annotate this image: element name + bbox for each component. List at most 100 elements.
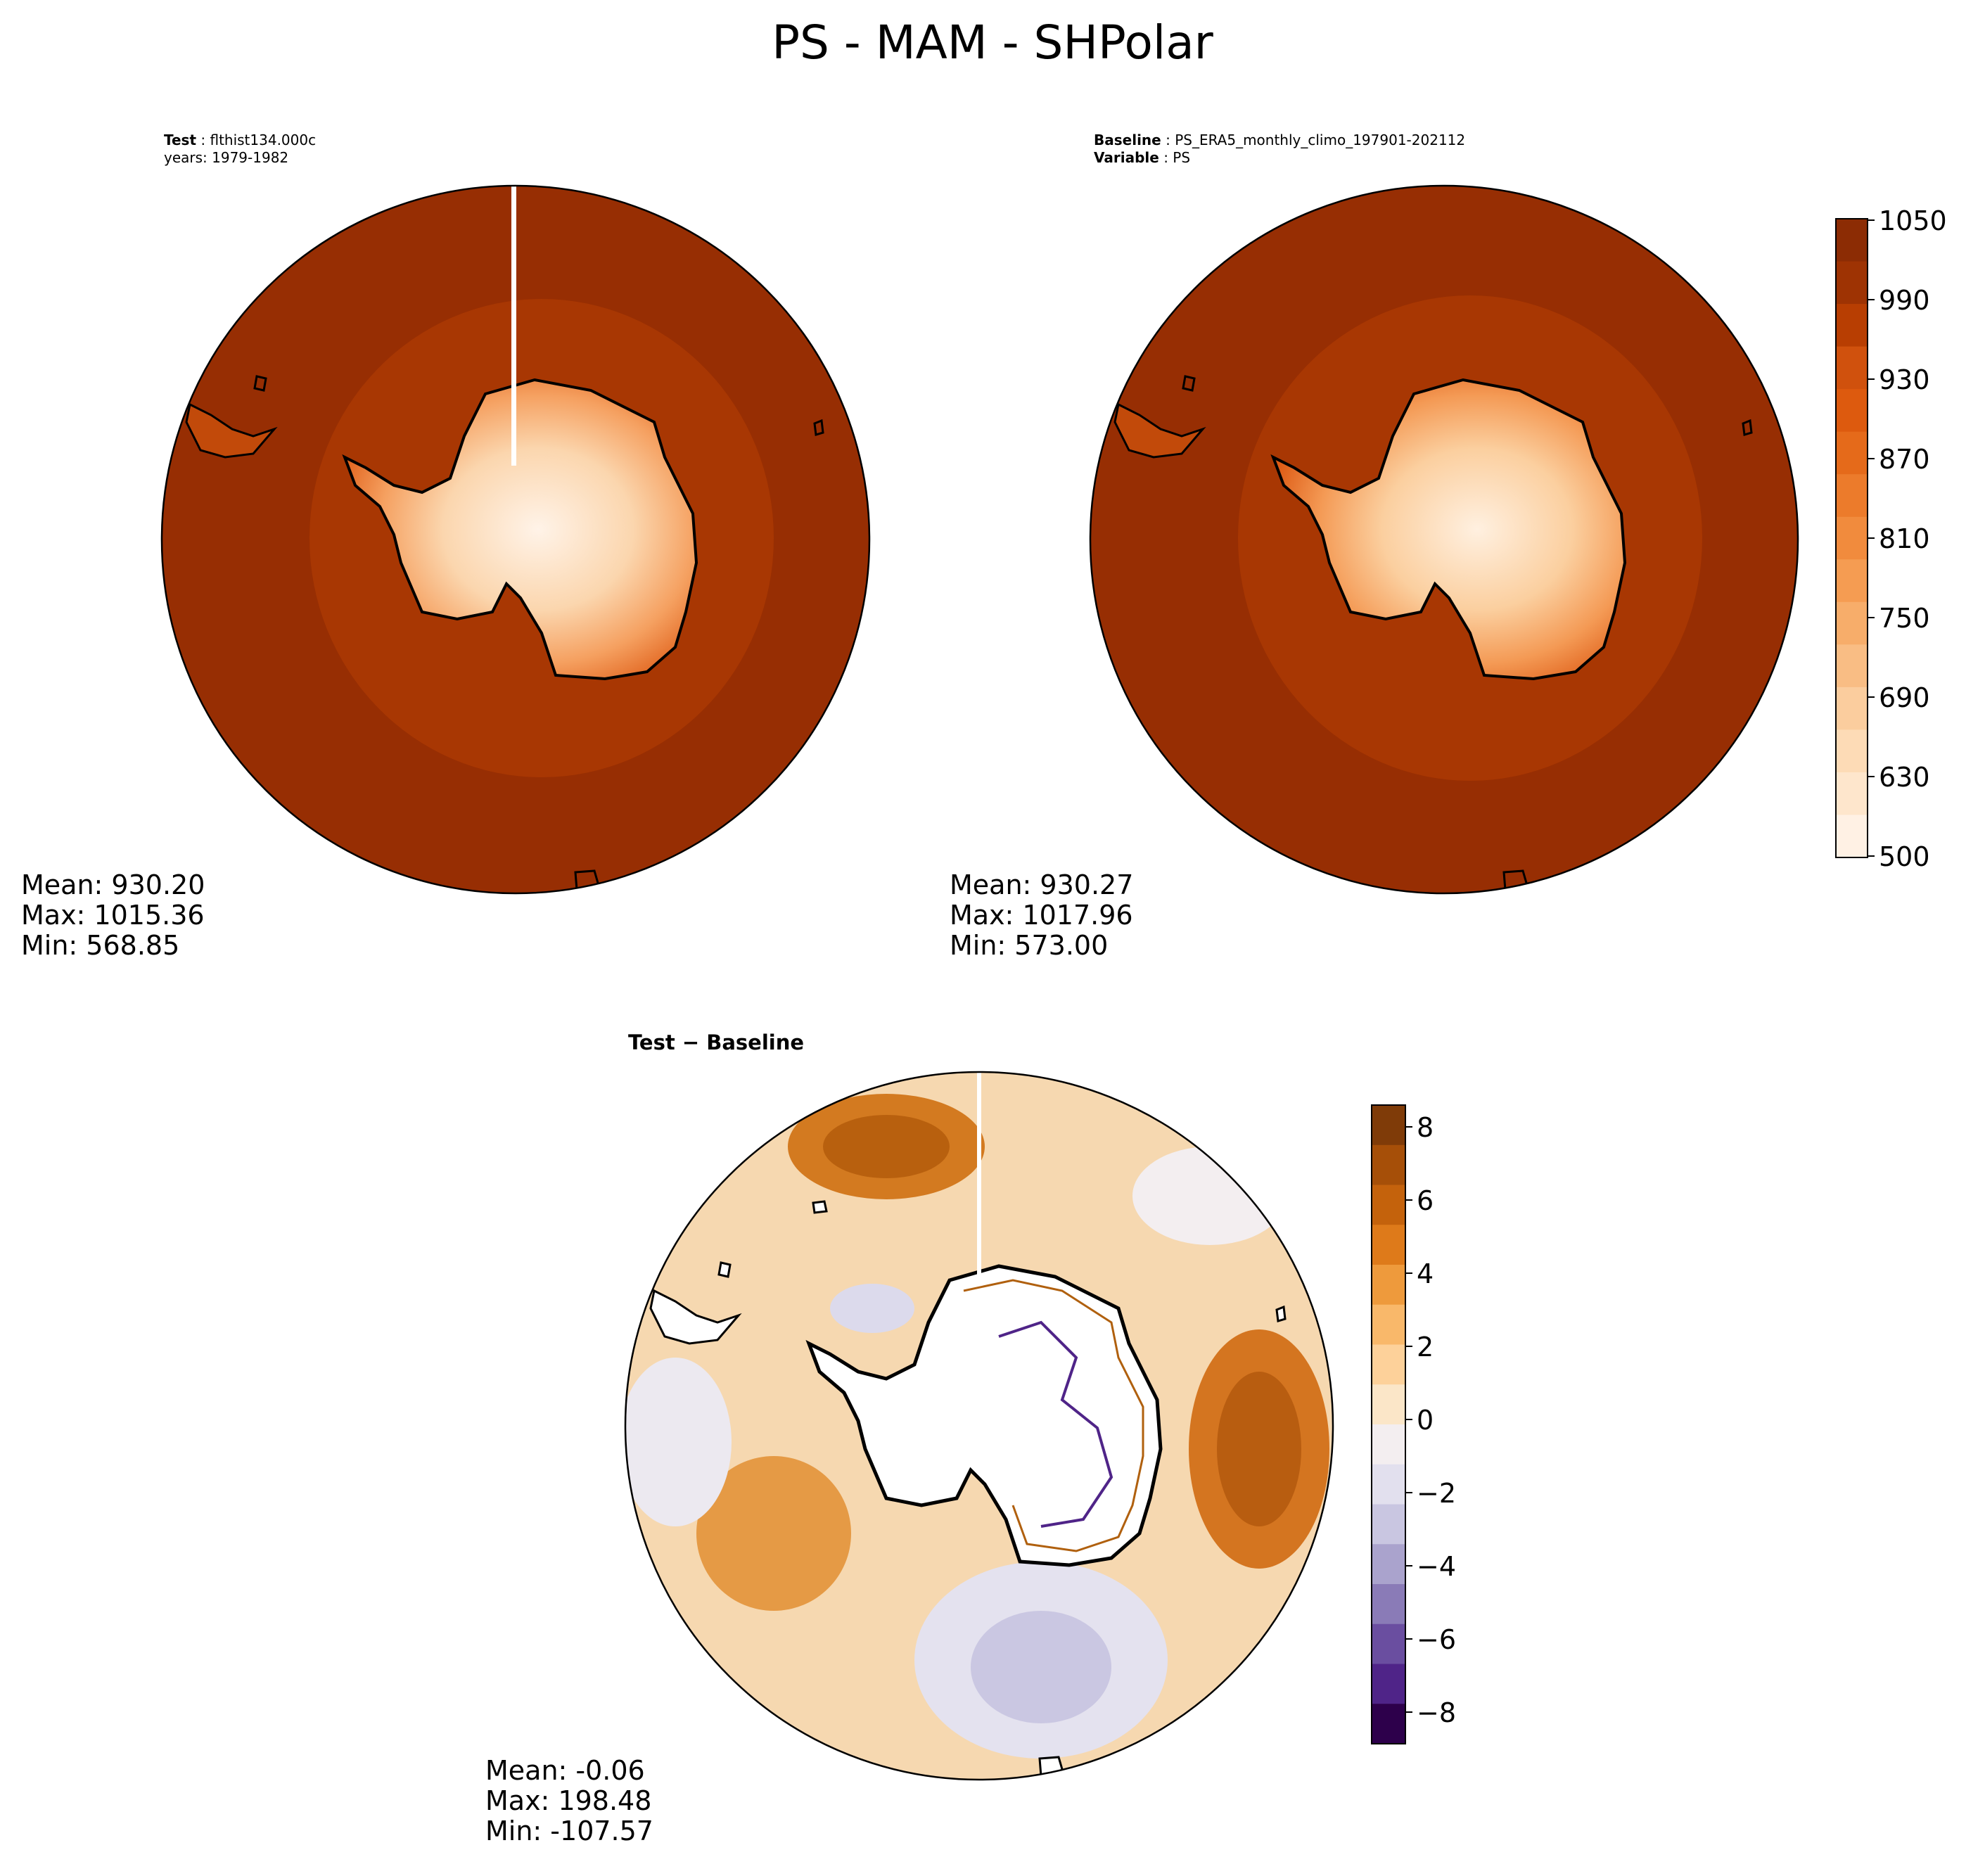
colorbar-segment xyxy=(1836,601,1868,645)
test-case-line: Test : flthist134.000c xyxy=(164,132,317,148)
test-max: Max: 1015.36 xyxy=(21,900,205,931)
colorbar-segment xyxy=(1372,1344,1405,1385)
colorbar-tick-label: 4 xyxy=(1417,1258,1434,1289)
colorbar-tick-label: −8 xyxy=(1417,1697,1456,1728)
diff-anomaly-west xyxy=(696,1456,851,1611)
colorbar-segment xyxy=(1836,815,1868,858)
colorbar-segment xyxy=(1836,516,1868,560)
colorbar-tick-label: −2 xyxy=(1417,1478,1456,1509)
colorbar-tick-label: 630 xyxy=(1879,762,1930,793)
diff-colorbar-fill xyxy=(1372,1105,1405,1744)
baseline-falklands xyxy=(1182,375,1196,392)
diff-colorbar-ticks: 8 6 4 2 0 −2 −4 −6 −8 xyxy=(1405,1112,1456,1728)
test-antarctica-coast xyxy=(342,378,698,681)
baseline-stats: Mean: 930.27 Max: 1017.96 Min: 573.00 xyxy=(950,870,1133,961)
colorbar-segment xyxy=(1372,1144,1405,1186)
diff-falklands xyxy=(717,1261,732,1278)
test-min: Min: 568.85 xyxy=(21,930,180,961)
colorbar-tick-label: 2 xyxy=(1417,1332,1434,1363)
baseline-map-frame xyxy=(1089,184,1799,895)
colorbar-tick-label: −4 xyxy=(1417,1551,1456,1582)
colorbar-tick-label: 500 xyxy=(1879,841,1930,872)
colorbar-segment xyxy=(1836,219,1868,262)
colorbar-segment xyxy=(1372,1225,1405,1265)
diff-kerguelen xyxy=(1275,1305,1287,1322)
test-stats: Mean: 930.20 Max: 1015.36 Min: 568.85 xyxy=(21,870,205,961)
colorbar-segment xyxy=(1372,1584,1405,1625)
diff-anomaly-south-core xyxy=(971,1611,1111,1723)
colorbar-segment xyxy=(1372,1304,1405,1346)
figure-title: PS - MAM - SHPolar xyxy=(772,15,1213,70)
colorbar-segment xyxy=(1372,1105,1405,1146)
colorbar-segment xyxy=(1372,1185,1405,1225)
colorbar-segment xyxy=(1836,346,1868,390)
baseline-mean: Mean: 930.27 xyxy=(950,869,1134,900)
colorbar-tick-label: 870 xyxy=(1879,444,1930,475)
colorbar-tick-label: 750 xyxy=(1879,603,1930,634)
baseline-case-line: Baseline : PS_ERA5_monthly_climo_197901-… xyxy=(1094,132,1466,148)
ps-colorbar-fill xyxy=(1836,219,1868,858)
test-kerguelen xyxy=(813,419,824,436)
diff-max: Max: 198.48 xyxy=(485,1785,652,1816)
baseline-min: Min: 573.00 xyxy=(950,930,1109,961)
diff-seam-line xyxy=(977,1072,981,1275)
colorbar-segment xyxy=(1836,261,1868,305)
baseline-antarctica xyxy=(1270,378,1627,681)
colorbar-segment xyxy=(1372,1464,1405,1505)
baseline-south-america xyxy=(1113,402,1206,459)
diff-antarctica-coast xyxy=(805,1264,1163,1567)
baseline-antarctica-coast xyxy=(1270,378,1627,681)
ps-colorbar-ticks: 1050 990 930 870 810 750 690 630 500 xyxy=(1868,205,1947,872)
diff-header: Test − Baseline xyxy=(628,1030,805,1054)
colorbar-segment xyxy=(1836,687,1868,730)
test-seam-line xyxy=(511,186,516,466)
colorbar-tick-label: 930 xyxy=(1879,364,1930,395)
colorbar-tick-label: 8 xyxy=(1417,1112,1434,1143)
diff-south-georgia xyxy=(812,1200,828,1214)
baseline-map xyxy=(1090,186,1798,893)
diff-south-america xyxy=(649,1289,742,1345)
diff-antarctica xyxy=(805,1264,1163,1567)
baseline-header: Baseline : PS_ERA5_monthly_climo_197901-… xyxy=(1094,132,1465,167)
diff-mean: Mean: -0.06 xyxy=(485,1755,645,1786)
colorbar-segment xyxy=(1372,1623,1405,1665)
colorbar-segment xyxy=(1836,389,1868,433)
colorbar-segment xyxy=(1836,304,1868,347)
diff-anomaly-peninsula xyxy=(830,1284,914,1333)
colorbar-tick-label: 810 xyxy=(1879,523,1930,554)
colorbar-tick-label: 690 xyxy=(1879,682,1930,713)
baseline-max: Max: 1017.96 xyxy=(950,900,1133,931)
diff-colorbar-frame xyxy=(1371,1104,1406,1744)
test-south-america xyxy=(185,402,278,459)
test-mean: Mean: 930.20 xyxy=(21,869,205,900)
diff-map xyxy=(625,1072,1333,1780)
colorbar-segment xyxy=(1836,772,1868,816)
colorbar-segment xyxy=(1836,644,1868,688)
colorbar-tick-label: 0 xyxy=(1417,1405,1434,1436)
ps-colorbar: 1050 990 930 870 810 750 690 630 500 xyxy=(1835,205,1947,872)
test-header: Test : flthist134.000c years: 1979-1982 xyxy=(164,132,316,167)
diff-anomaly-north-core xyxy=(823,1115,950,1178)
test-antarctica xyxy=(342,378,698,681)
diff-anomaly-northeast xyxy=(1132,1147,1287,1245)
colorbar-segment xyxy=(1836,431,1868,475)
colorbar-segment xyxy=(1372,1664,1405,1704)
colorbar-segment xyxy=(1372,1504,1405,1545)
baseline-kerguelen xyxy=(1742,419,1753,436)
test-map-frame xyxy=(160,184,871,895)
colorbar-segment xyxy=(1372,1424,1405,1465)
colorbar-segment xyxy=(1372,1704,1405,1744)
colorbar-tick-label: 1050 xyxy=(1879,205,1947,236)
colorbar-segment xyxy=(1372,1384,1405,1425)
diff-map-frame xyxy=(624,1071,1334,1781)
diff-anomaly-west-edge xyxy=(625,1358,732,1526)
diff-colorbar: 8 6 4 2 0 −2 −4 −6 −8 xyxy=(1371,1104,1456,1744)
baseline-variable-line: Variable : PS xyxy=(1094,149,1191,166)
colorbar-segment xyxy=(1836,474,1868,518)
diff-min: Min: -107.57 xyxy=(485,1816,653,1846)
diff-anomaly-east-core xyxy=(1217,1372,1301,1526)
diff-stats: Mean: -0.06 Max: 198.48 Min: -107.57 xyxy=(485,1756,653,1846)
colorbar-tick-label: 6 xyxy=(1417,1185,1434,1216)
test-map xyxy=(162,186,869,893)
